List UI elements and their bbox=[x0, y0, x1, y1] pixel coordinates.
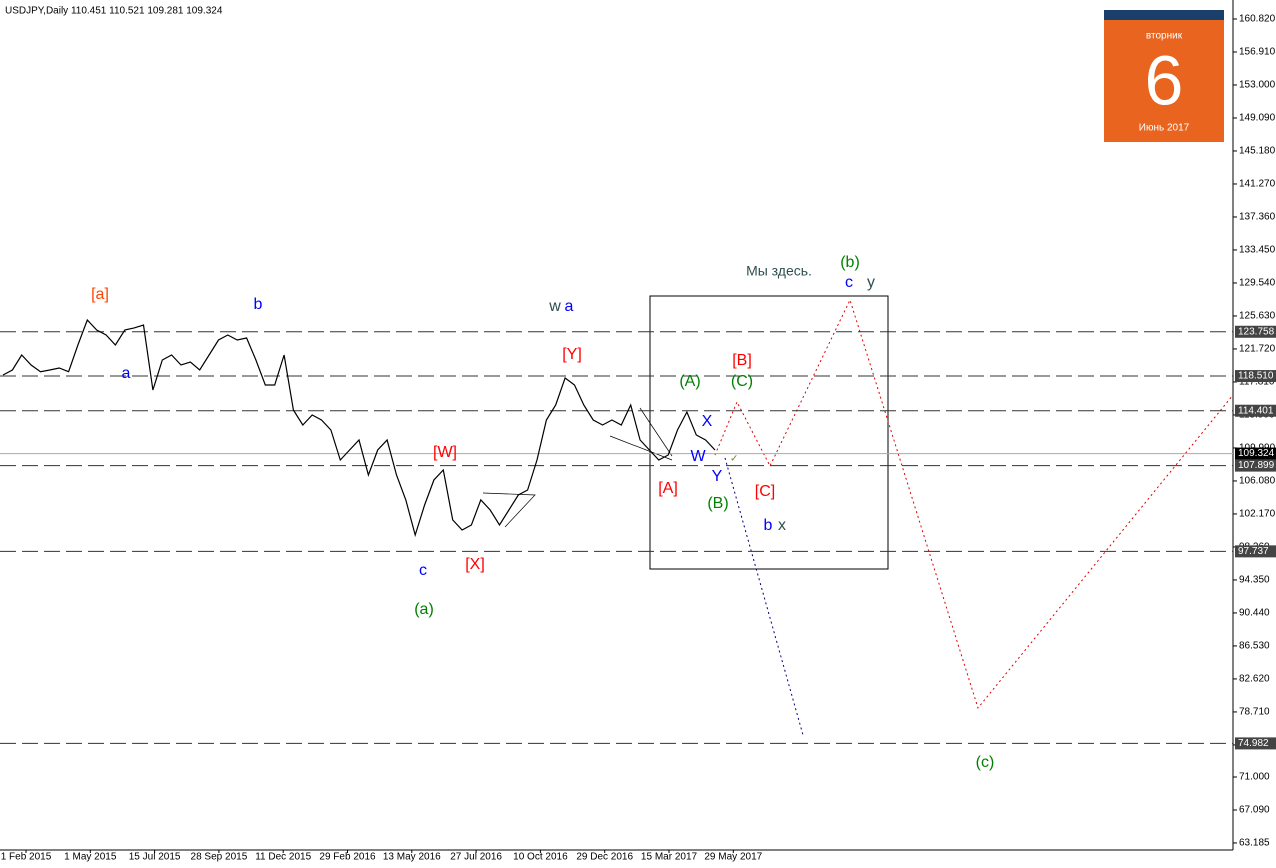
y-tick-label: 106.080 bbox=[1239, 476, 1276, 487]
y-tick-label: 90.440 bbox=[1239, 608, 1270, 619]
box-region bbox=[649, 295, 889, 570]
wave-label: [B] bbox=[732, 352, 752, 369]
check-mark: ✓ bbox=[730, 454, 738, 465]
level-label: 74.982 bbox=[1238, 738, 1269, 749]
wave-label: b bbox=[254, 296, 263, 313]
wave-label: [W] bbox=[433, 444, 457, 461]
wave-label: a bbox=[565, 298, 574, 315]
level-label: 123.758 bbox=[1238, 326, 1275, 337]
wave-label: Y bbox=[712, 468, 723, 485]
y-tick-label: 145.180 bbox=[1239, 146, 1276, 157]
trendline bbox=[482, 492, 536, 528]
x-tick-label: 11 Dec 2015 bbox=[255, 852, 311, 863]
trendline bbox=[609, 435, 673, 461]
level-label: 118.510 bbox=[1238, 371, 1274, 382]
chart-title: USDJPY,Daily 110.451 110.521 109.281 109… bbox=[5, 6, 223, 17]
y-tick-label: 102.170 bbox=[1239, 509, 1276, 520]
y-tick-label: 117.810 bbox=[1239, 377, 1275, 388]
y-tick-label: 71.000 bbox=[1239, 772, 1270, 783]
wave-label: [a] bbox=[91, 286, 109, 303]
trendline bbox=[639, 407, 673, 457]
calendar-bg bbox=[1104, 10, 1224, 142]
x-tick-label: 15 Mar 2017 bbox=[641, 852, 698, 863]
x-tick-label: 1 Feb 2015 bbox=[1, 852, 52, 863]
price-line bbox=[2, 318, 716, 538]
y-tick-label: 94.350 bbox=[1239, 575, 1270, 586]
calendar-weekday: вторник bbox=[1146, 31, 1183, 42]
level-label-bg bbox=[1235, 545, 1276, 558]
level-label: 107.899 bbox=[1238, 460, 1275, 471]
y-tick-label: 86.530 bbox=[1239, 641, 1270, 652]
y-tick-label: 141.270 bbox=[1239, 179, 1276, 190]
wave-label: (A) bbox=[679, 373, 700, 390]
level-label-bg bbox=[1235, 737, 1276, 750]
x-tick-label: 28 Sep 2015 bbox=[191, 852, 248, 863]
wave-label: c bbox=[845, 274, 853, 291]
x-tick-label: 15 Jul 2015 bbox=[129, 852, 181, 863]
level-label: 114.401 bbox=[1238, 405, 1274, 416]
level-label-bg bbox=[1235, 459, 1276, 472]
calendar-binding bbox=[1104, 10, 1224, 20]
current-price-bg bbox=[1235, 447, 1276, 460]
current-price-label: 109.324 bbox=[1238, 448, 1275, 459]
y-tick-label: 63.185 bbox=[1239, 838, 1270, 849]
x-tick-label: 13 May 2016 bbox=[383, 852, 441, 863]
x-tick-label: 1 May 2015 bbox=[64, 852, 117, 863]
wave-label: b bbox=[764, 517, 773, 534]
wave-label: w bbox=[548, 298, 561, 315]
y-tick-label: 149.090 bbox=[1239, 113, 1276, 124]
y-tick-label: 137.360 bbox=[1239, 212, 1276, 223]
wave-label: a bbox=[122, 365, 131, 382]
wave-label: y bbox=[867, 274, 875, 291]
y-tick-label: 82.620 bbox=[1239, 674, 1270, 685]
y-tick-label: 67.090 bbox=[1239, 805, 1270, 816]
wave-label: W bbox=[690, 448, 706, 465]
y-tick-label: 153.000 bbox=[1239, 80, 1276, 91]
forecast-red bbox=[714, 298, 1234, 710]
x-tick-label: 10 Oct 2016 bbox=[513, 852, 568, 863]
wave-label: [Y] bbox=[562, 346, 582, 363]
wave-label: [A] bbox=[658, 480, 678, 497]
wave-label: Мы здесь. bbox=[746, 263, 812, 279]
x-tick-label: 29 May 2017 bbox=[704, 852, 762, 863]
y-tick-label: 160.820 bbox=[1239, 14, 1276, 25]
calendar-month: Июнь 2017 bbox=[1139, 123, 1190, 134]
wave-label: (a) bbox=[414, 601, 434, 618]
level-label-bg bbox=[1235, 370, 1276, 383]
wave-label: (C) bbox=[731, 373, 753, 390]
y-tick-label: 121.720 bbox=[1239, 344, 1276, 355]
wave-label: (b) bbox=[840, 254, 860, 271]
level-label-bg bbox=[1235, 325, 1276, 338]
x-tick-label: 27 Jul 2016 bbox=[450, 852, 502, 863]
x-tick-label: 29 Dec 2016 bbox=[576, 852, 633, 863]
x-tick-label: 29 Feb 2016 bbox=[319, 852, 376, 863]
calendar: вторник 6 Июнь 2017 bbox=[1104, 10, 1224, 142]
wave-label: [C] bbox=[755, 483, 775, 500]
y-tick-label: 156.910 bbox=[1239, 47, 1276, 58]
calendar-day: 6 bbox=[1145, 41, 1184, 119]
wave-label: x bbox=[778, 517, 786, 534]
y-tick-label: 78.710 bbox=[1239, 707, 1270, 718]
wave-label: [X] bbox=[465, 556, 485, 573]
y-tick-label: 129.540 bbox=[1239, 278, 1276, 289]
y-tick-label: 133.450 bbox=[1239, 245, 1276, 256]
wave-label: X bbox=[702, 413, 713, 430]
wave-label: (B) bbox=[707, 495, 728, 512]
level-label: 97.737 bbox=[1238, 546, 1269, 557]
y-tick-label: 125.630 bbox=[1239, 311, 1276, 322]
wave-label: (c) bbox=[976, 754, 995, 771]
level-label-bg bbox=[1235, 404, 1276, 417]
wave-label: c bbox=[419, 562, 427, 579]
